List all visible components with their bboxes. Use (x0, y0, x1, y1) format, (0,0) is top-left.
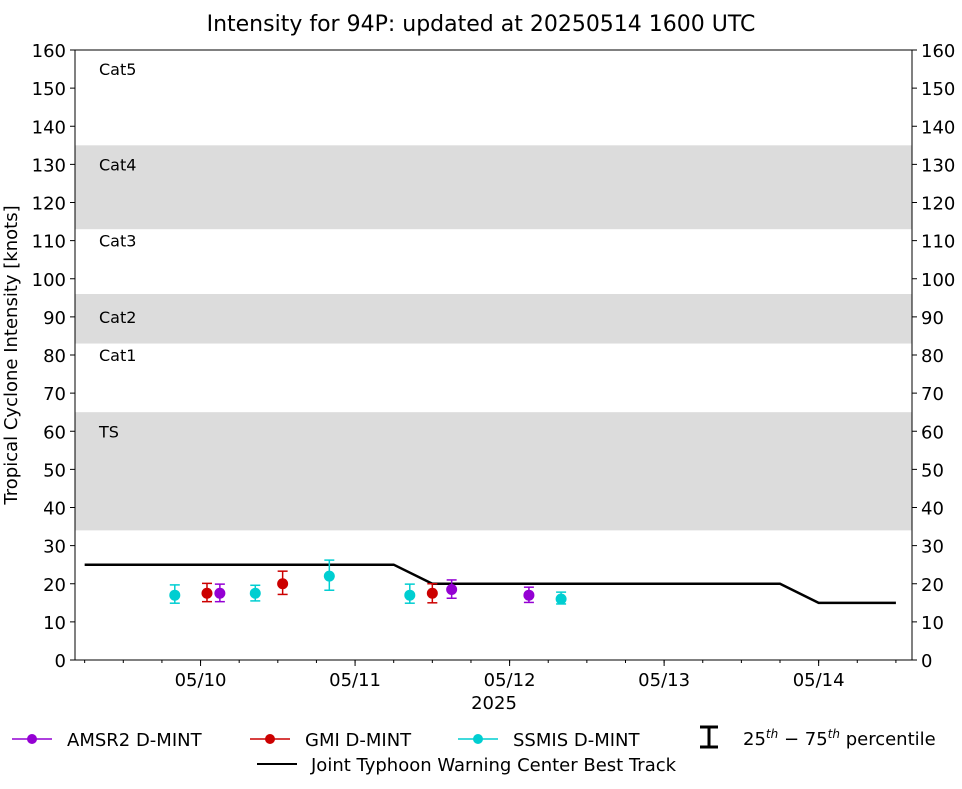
category-label: Cat1 (99, 346, 136, 365)
data-point (201, 587, 213, 599)
legend-label-best-track: Joint Typhoon Warning Center Best Track (310, 755, 677, 776)
category-band (75, 412, 912, 531)
y-tick-label: 30 (43, 537, 66, 558)
percentile-legend-label: 25th − 75th percentile (743, 727, 936, 750)
y-tick-label-right: 140 (921, 117, 955, 138)
chart-marks (84, 559, 896, 605)
x-tick-label: 05/14 (793, 670, 845, 691)
data-point (214, 587, 226, 599)
y-tick-label: 160 (32, 41, 66, 62)
y-tick-label-right: 120 (921, 194, 955, 215)
y-tick-label: 50 (43, 460, 66, 481)
y-tick-label: 10 (43, 613, 66, 634)
y-tick-label: 90 (43, 308, 66, 329)
y-tick-label-right: 40 (921, 499, 944, 520)
legend-label: SSMIS D-MINT (513, 730, 640, 751)
legend-marker (473, 734, 483, 744)
y-tick-label: 60 (43, 422, 66, 443)
x-tick-label: 05/10 (175, 670, 227, 691)
data-point (446, 583, 458, 595)
y-tick-label: 120 (32, 194, 66, 215)
y-tick-label-right: 60 (921, 422, 944, 443)
data-point (555, 593, 567, 605)
y-tick-label-right: 160 (921, 41, 955, 62)
axes: 0 0 10 10 20 20 30 30 40 40 50 50 60 60 70 70 80 80 90 90 10… (32, 41, 956, 691)
category-bands: Cat5 Cat4 Cat3 Cat2 Cat1 TS (75, 60, 912, 531)
best-track-line (84, 563, 896, 605)
y-tick-label-right: 0 (921, 651, 932, 672)
category-label: TS (98, 422, 119, 441)
data-point (277, 578, 289, 590)
y-tick-label: 0 (55, 651, 66, 672)
legend-label: AMSR2 D-MINT (67, 730, 203, 751)
category-label: Cat3 (99, 232, 136, 251)
data-point (323, 570, 335, 582)
y-tick-label: 40 (43, 499, 66, 520)
data-point (523, 589, 535, 601)
y-tick-label: 150 (32, 79, 66, 100)
y-tick-label-right: 10 (921, 613, 944, 634)
y-tick-label-right: 50 (921, 460, 944, 481)
data-point (426, 587, 438, 599)
y-axis-label: Tropical Cyclone Intensity [knots] (1, 205, 22, 505)
y-tick-label: 110 (32, 232, 66, 253)
legend-label: GMI D-MINT (305, 730, 412, 751)
y-tick-label-right: 90 (921, 308, 944, 329)
y-tick-label: 130 (32, 155, 66, 176)
y-tick-label-right: 80 (921, 346, 944, 367)
y-tick-label-right: 110 (921, 232, 955, 253)
y-tick-label-right: 70 (921, 384, 944, 405)
category-label: Cat2 (99, 308, 136, 327)
y-tick-label: 20 (43, 575, 66, 596)
data-point (404, 589, 416, 601)
category-label: Cat5 (99, 60, 136, 79)
y-tick-label-right: 30 (921, 537, 944, 558)
x-axis-label: 2025 (471, 693, 517, 714)
y-tick-label-right: 130 (921, 155, 955, 176)
x-tick-label: 05/13 (638, 670, 690, 691)
category-label: Cat4 (99, 155, 136, 174)
y-tick-label: 100 (32, 270, 66, 291)
chart-title: Intensity for 94P: updated at 20250514 1… (207, 12, 756, 37)
y-tick-label: 80 (43, 346, 66, 367)
y-tick-label-right: 150 (921, 79, 955, 100)
y-tick-label: 70 (43, 384, 66, 405)
legend-marker (27, 734, 37, 744)
y-tick-label-right: 100 (921, 270, 955, 291)
category-band (75, 145, 912, 230)
x-tick-label: 05/12 (484, 670, 536, 691)
x-tick-label: 05/11 (329, 670, 381, 691)
data-point (249, 587, 261, 599)
y-tick-label: 140 (32, 117, 66, 138)
y-tick-label-right: 20 (921, 575, 944, 596)
category-band (75, 294, 912, 344)
legend-marker (265, 734, 275, 744)
plot-frame (74, 49, 913, 661)
data-point (169, 589, 181, 601)
legend: 25th − 75th percentile AMSR2 D-MINT GMI D… (12, 725, 936, 776)
